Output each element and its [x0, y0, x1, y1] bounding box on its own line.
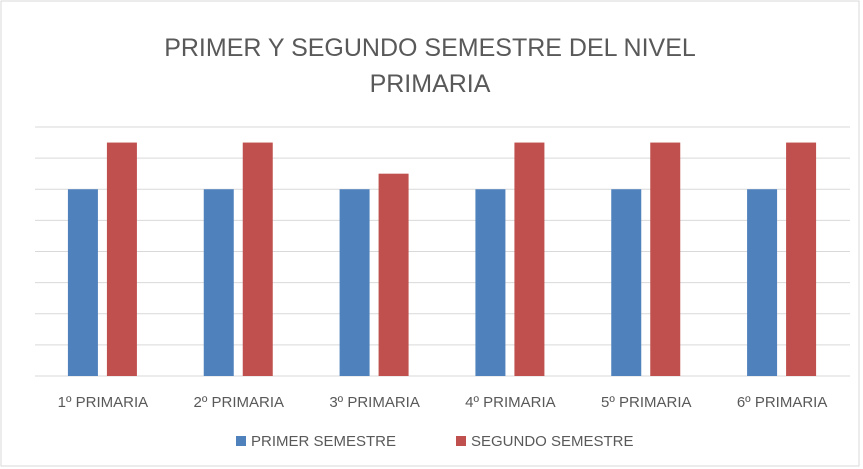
- bar: [747, 189, 778, 376]
- legend-label: PRIMER SEMESTRE: [251, 433, 396, 450]
- bar: [650, 142, 681, 376]
- x-tick-label: 1º PRIMARIA: [58, 394, 149, 411]
- bar: [786, 142, 817, 376]
- chart-title: PRIMER Y SEGUNDO SEMESTRE DEL NIVEL PRIM…: [164, 34, 696, 98]
- bar: [514, 142, 545, 376]
- x-tick-label: 5º PRIMARIA: [601, 394, 692, 411]
- x-tick-label: 3º PRIMARIA: [329, 394, 420, 411]
- bar: [242, 142, 273, 376]
- bar: [378, 173, 409, 376]
- x-tick-label: 4º PRIMARIA: [465, 394, 556, 411]
- bar: [611, 189, 642, 376]
- bar: [67, 189, 98, 376]
- bar: [203, 189, 234, 376]
- x-tick-label: 6º PRIMARIA: [737, 394, 828, 411]
- x-tick-label: 2º PRIMARIA: [194, 394, 285, 411]
- legend-label: SEGUNDO SEMESTRE: [471, 433, 634, 450]
- bar: [475, 189, 506, 376]
- bar: [106, 142, 137, 376]
- legend-swatch: [236, 436, 246, 446]
- legend-swatch: [456, 436, 466, 446]
- bar: [339, 189, 370, 376]
